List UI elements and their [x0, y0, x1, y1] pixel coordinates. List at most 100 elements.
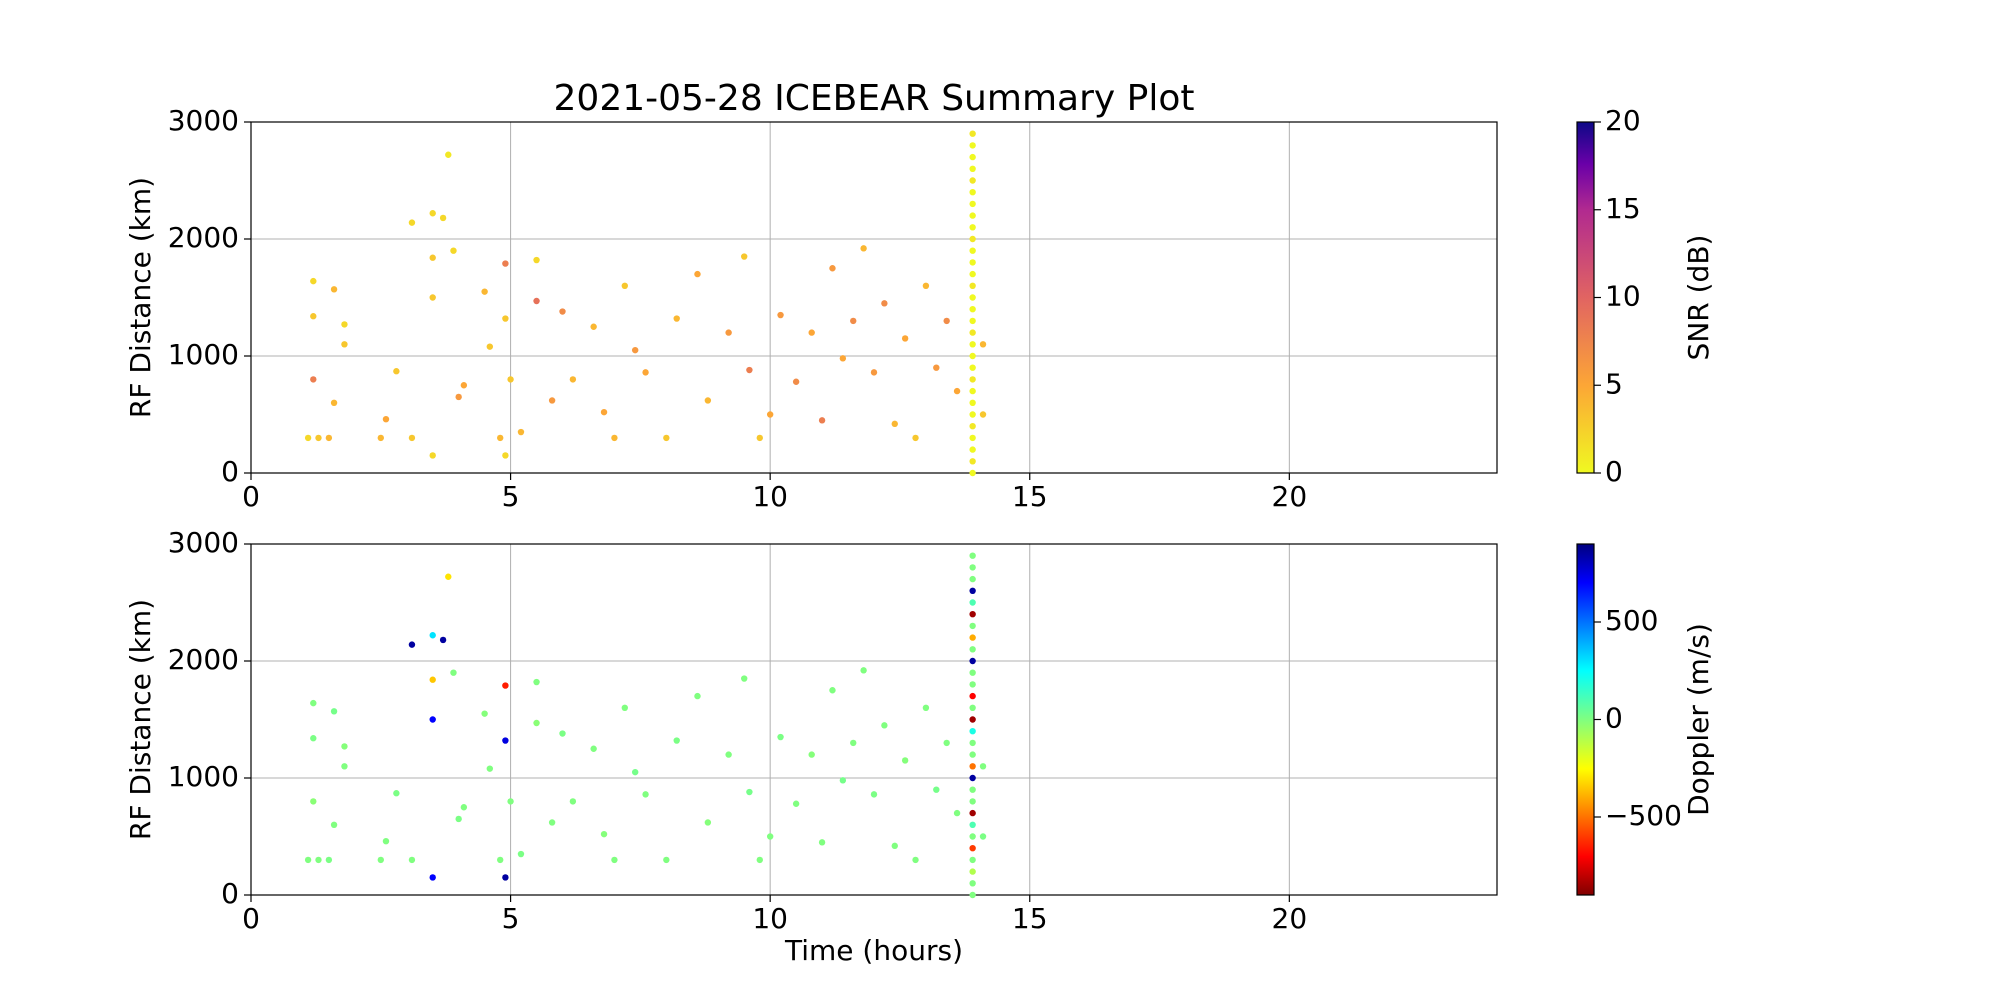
point	[969, 634, 976, 641]
point	[969, 728, 976, 735]
point	[548, 397, 556, 404]
point	[429, 632, 436, 639]
x-axis-label: Time (hours)	[784, 934, 963, 967]
point	[969, 469, 976, 477]
point	[502, 874, 509, 881]
point	[341, 743, 348, 750]
y-tick-label: 3000	[168, 104, 239, 137]
point	[969, 317, 976, 325]
point	[969, 165, 976, 172]
y-tick-label: 0	[221, 877, 239, 910]
point	[969, 376, 976, 383]
colorbar-tick-label: 20	[1605, 104, 1641, 137]
point	[377, 856, 384, 864]
point	[642, 369, 649, 376]
point	[901, 335, 909, 342]
point	[969, 845, 976, 852]
point	[497, 434, 504, 442]
point	[969, 153, 976, 161]
point	[969, 200, 976, 208]
point	[548, 819, 556, 826]
point	[502, 315, 509, 322]
point	[502, 737, 509, 744]
point	[969, 868, 976, 875]
point	[969, 434, 976, 442]
point	[725, 329, 732, 336]
point	[481, 710, 488, 717]
point	[310, 699, 317, 707]
point	[777, 311, 784, 319]
point	[590, 323, 597, 330]
point	[808, 329, 815, 336]
point	[590, 745, 597, 752]
point	[569, 376, 577, 383]
point	[969, 259, 976, 266]
point	[330, 286, 338, 293]
point	[943, 739, 950, 747]
point	[808, 751, 815, 758]
point	[756, 434, 763, 442]
point	[969, 352, 976, 360]
point	[439, 636, 447, 644]
point	[829, 687, 836, 694]
point	[611, 856, 618, 864]
colorbar-tick-label: 10	[1605, 280, 1641, 313]
point	[969, 856, 976, 864]
point	[439, 214, 447, 222]
x-tick-label: 5	[502, 480, 520, 513]
point	[969, 294, 976, 301]
point	[559, 308, 566, 315]
point	[891, 842, 898, 850]
point	[517, 850, 525, 858]
point	[310, 798, 317, 805]
point	[777, 733, 784, 741]
point	[569, 798, 577, 805]
point	[839, 355, 847, 362]
point	[943, 317, 950, 325]
point	[455, 393, 462, 401]
y-axis-label: RF Distance (km)	[124, 177, 157, 418]
y-tick-label: 0	[221, 455, 239, 488]
point	[600, 830, 608, 838]
point	[330, 399, 338, 406]
point	[330, 708, 338, 715]
point	[969, 142, 976, 149]
point	[663, 856, 670, 864]
x-tick-label: 5	[502, 902, 520, 935]
point	[746, 788, 753, 796]
plot-frame	[250, 121, 1498, 474]
point	[912, 856, 919, 864]
colorbar	[1576, 121, 1595, 474]
x-tick-label: 10	[752, 902, 788, 935]
point	[341, 763, 348, 770]
point	[304, 434, 312, 442]
point	[694, 692, 701, 700]
point	[310, 313, 317, 320]
chart-title: 2021-05-28 ICEBEAR Summary Plot	[554, 78, 1195, 119]
point	[377, 434, 384, 442]
point	[382, 837, 390, 845]
colorbar-tick-label: 15	[1605, 192, 1641, 225]
point	[460, 382, 468, 389]
point	[969, 575, 976, 583]
colorbar-tick-label: 0	[1605, 702, 1623, 735]
point	[325, 434, 333, 442]
point	[969, 611, 976, 618]
point	[969, 282, 976, 289]
point	[969, 786, 976, 793]
point	[497, 856, 504, 864]
point	[969, 704, 976, 711]
point	[330, 821, 338, 828]
point	[933, 364, 940, 371]
point	[969, 798, 976, 805]
point	[969, 681, 976, 688]
point	[460, 804, 468, 811]
point	[979, 341, 987, 348]
y-tick-label: 1000	[168, 338, 239, 371]
point	[792, 800, 800, 807]
point	[969, 751, 976, 758]
point	[310, 376, 317, 383]
point	[502, 260, 509, 267]
y-tick-label: 2000	[168, 221, 239, 254]
